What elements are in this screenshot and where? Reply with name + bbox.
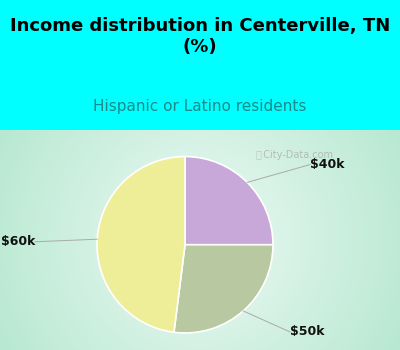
Text: ⓘ: ⓘ [255, 149, 261, 160]
Text: $60k: $60k [1, 235, 35, 248]
Text: Income distribution in Centerville, TN
(%): Income distribution in Centerville, TN (… [10, 17, 390, 56]
Wedge shape [97, 156, 185, 332]
Wedge shape [174, 245, 273, 333]
Text: Hispanic or Latino residents: Hispanic or Latino residents [93, 99, 307, 114]
Text: $40k: $40k [310, 158, 344, 171]
Text: $50k: $50k [290, 326, 324, 338]
Text: City-Data.com: City-Data.com [257, 149, 333, 160]
Wedge shape [185, 156, 273, 245]
